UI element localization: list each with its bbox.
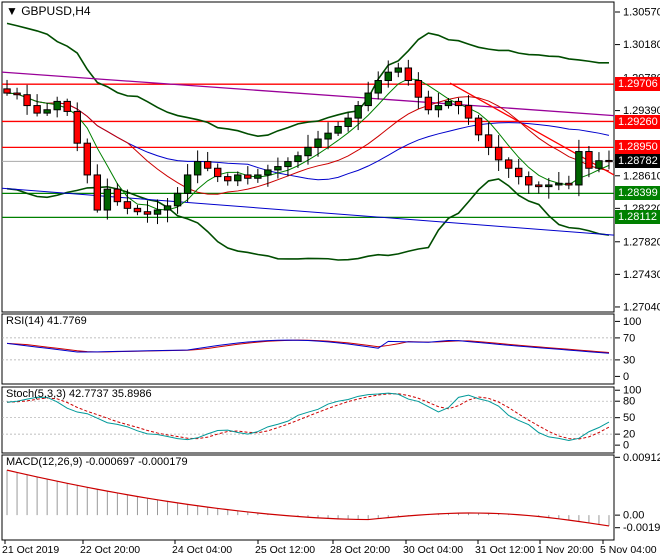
- svg-text:MACD(12,26,9) -0.000697 -0.000: MACD(12,26,9) -0.000697 -0.000179: [6, 456, 188, 468]
- svg-text:30 Oct 04:00: 30 Oct 04:00: [403, 544, 463, 556]
- svg-text:25 Oct 12:00: 25 Oct 12:00: [255, 544, 315, 556]
- svg-text:21 Oct 2019: 21 Oct 2019: [2, 544, 59, 556]
- svg-text:0.00: 0.00: [623, 510, 644, 522]
- svg-text:1 Nov 20:00: 1 Nov 20:00: [537, 544, 594, 556]
- svg-text:RSI(14) 41.7769: RSI(14) 41.7769: [6, 315, 87, 327]
- svg-text:1.30180: 1.30180: [623, 39, 660, 51]
- svg-text:0: 0: [623, 371, 629, 383]
- svg-text:1.28610: 1.28610: [623, 170, 660, 182]
- svg-text:0: 0: [623, 440, 629, 452]
- svg-text:1.27820: 1.27820: [623, 236, 660, 248]
- svg-text:31 Oct 12:00: 31 Oct 12:00: [475, 544, 535, 556]
- svg-text:1.30570: 1.30570: [623, 6, 660, 18]
- svg-text:50: 50: [623, 412, 635, 424]
- svg-text:1.27040: 1.27040: [623, 301, 660, 313]
- svg-text:24 Oct 04:00: 24 Oct 04:00: [172, 544, 232, 556]
- svg-text:22 Oct 20:00: 22 Oct 20:00: [80, 544, 140, 556]
- svg-text:70: 70: [623, 332, 635, 344]
- svg-text:80: 80: [623, 396, 635, 408]
- svg-text:Stoch(5,3,3) 42.7737 35.8986: Stoch(5,3,3) 42.7737 35.8986: [6, 388, 152, 400]
- svg-text:30: 30: [623, 354, 635, 366]
- svg-text:28 Oct 20:00: 28 Oct 20:00: [330, 544, 390, 556]
- svg-text:-0.001982: -0.001982: [623, 522, 660, 534]
- svg-text:5 Nov 04:00: 5 Nov 04:00: [600, 544, 657, 556]
- svg-text:100: 100: [623, 316, 641, 328]
- svg-text:1.27430: 1.27430: [623, 269, 660, 281]
- svg-text:0.009122: 0.009122: [623, 452, 660, 464]
